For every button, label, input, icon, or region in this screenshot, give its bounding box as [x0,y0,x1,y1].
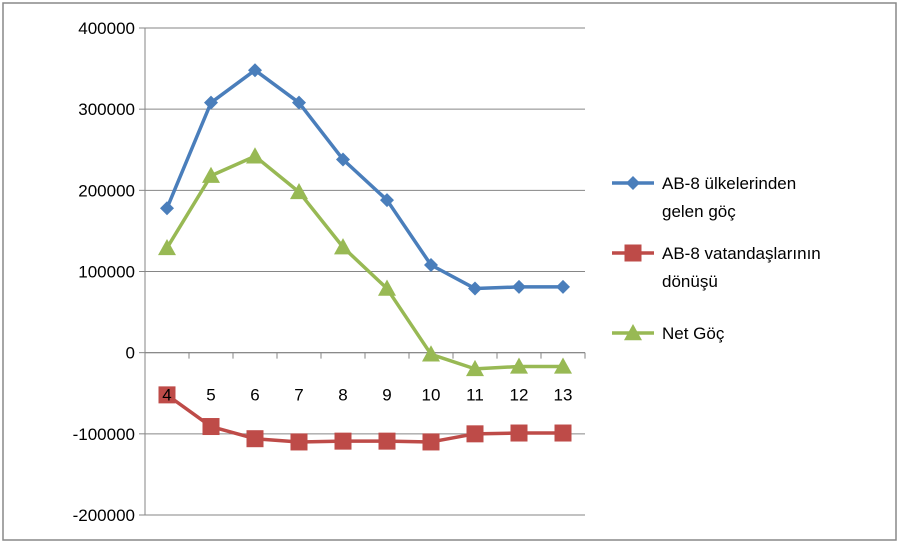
data-point-2-9 [554,357,572,374]
data-point-1-9 [554,424,572,442]
legend-label-line: AB-8 vatandaşlarının [662,244,821,263]
data-point-0-2 [248,63,262,78]
data-point-1-8 [510,424,528,442]
series-2 [158,147,572,377]
data-point-2-7 [466,359,484,377]
data-point-0-9 [556,279,570,294]
legend-item-1: AB-8 vatandaşlarının dönüşü [612,244,821,291]
data-point-1-6 [422,433,440,451]
data-point-1-5 [378,432,396,450]
series-0 [160,63,570,296]
axes [139,27,586,516]
legend-label-line: AB-8 ülkelerinden [662,174,796,193]
legend-swatch-marker-0 [626,176,640,190]
legend-label-line: gelen göç [662,202,736,221]
data-point-0-7 [468,281,482,296]
y-tick-label: 400000 [78,19,135,38]
data-point-1-7 [466,425,484,443]
y-tick-labels: 400000 300000 200000 100000 0 -100000 -200000 [73,19,135,525]
data-point-0-6 [424,258,438,273]
data-point-0-4 [336,152,350,167]
y-tick-label: 0 [126,344,135,363]
x-tick-labels: 4 5 6 7 8 9 10 11 12 13 [162,386,572,405]
data-point-0-0 [160,201,174,216]
x-tick-label: 5 [206,386,215,405]
data-point-1-0 [158,386,176,404]
series-line-0 [165,68,563,291]
data-point-2-8 [510,357,528,374]
y-tick-label: -100000 [73,425,135,444]
data-point-0-5 [380,193,394,208]
data-point-2-3 [290,182,308,200]
data-point-1-3 [290,433,308,451]
legend-swatch-marker-1 [624,244,642,262]
legend-swatch-marker-2 [624,324,642,341]
series-group [158,63,572,451]
legend-item-2: Net Göç [612,324,725,343]
legend-label-line: Net Göç [662,324,725,343]
series-line-2 [165,154,563,371]
data-point-2-5 [378,279,396,296]
x-tick-label: 12 [510,386,529,405]
y-tick-label: 100000 [78,263,135,282]
data-point-0-8 [512,279,526,294]
y-tick-label: -200000 [73,506,135,525]
x-tick-label: 10 [422,386,441,405]
x-tick-label: 11 [466,386,484,405]
legend-item-0: AB-8 ülkelerinden gelen göç [612,174,796,221]
data-point-2-2 [246,147,264,164]
x-tick-label: 9 [382,386,391,405]
x-tick-label: 13 [554,386,573,405]
data-point-2-0 [158,238,176,256]
data-point-2-1 [202,166,220,183]
x-tick-label: 4 [162,386,171,405]
y-tick-label: 200000 [78,181,135,200]
series-line-1 [165,393,563,444]
data-point-1-4 [334,432,352,450]
series-1 [158,386,572,451]
x-tick-label: 8 [338,386,347,405]
legend-label-line: dönüşü [662,272,718,291]
legend-label-2: Net Göç [662,324,725,343]
data-point-0-3 [292,95,306,110]
y-tick-label: 300000 [78,100,135,119]
legend-label-0: AB-8 ülkelerinden gelen göç [662,174,796,221]
data-point-1-1 [202,418,220,436]
legend: AB-8 ülkelerinden gelen göç AB-8 vatandaşl… [612,174,821,343]
data-point-2-6 [422,345,440,362]
legend-label-1: AB-8 vatandaşlarının dönüşü [662,244,821,291]
x-tick-label: 6 [250,386,259,405]
data-point-2-4 [334,238,352,255]
data-point-1-2 [246,430,264,448]
data-point-0-1 [204,95,218,110]
x-tick-label: 7 [294,386,303,405]
